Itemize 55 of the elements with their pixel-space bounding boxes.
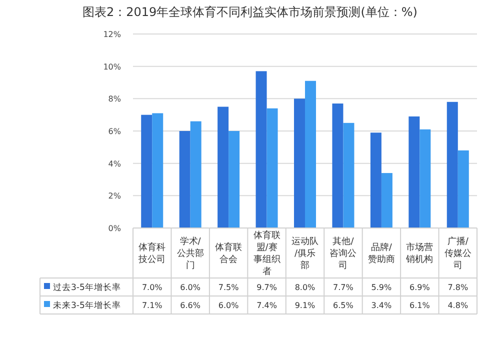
bar [218,106,229,228]
bar [446,102,458,228]
y-tick-label: 6% [108,127,122,136]
x-tick-label: 体育科技公司 [138,242,166,265]
x-tick-label: 广播/传媒公司 [444,236,472,271]
bar [294,98,305,228]
chart-title: 图表2：2019年全球体育不同利益实体市场前景预测(单位：%) [82,5,418,19]
bar [256,71,267,228]
y-tick-label: 12% [103,30,122,39]
legend-label: 过去3-5年增长率 [53,282,121,293]
bar [332,104,344,228]
data-label: 4.8% [448,301,468,310]
data-label: 9.1% [294,301,316,310]
x-tick-label: 市场营销机构 [405,242,434,265]
data-label: 5.9% [371,283,392,292]
bar [266,108,278,228]
y-tick-label: 0% [108,224,122,233]
y-tick-label: 4% [108,159,122,168]
x-tick-label: 品牌/赞助商 [368,242,395,265]
data-label: 6.9% [410,283,430,292]
data-label: 7.7% [333,283,354,292]
data-label: 3.4% [371,301,392,310]
x-tick-label: 体育联盟/赛事组织者 [253,230,280,277]
y-tick-label: 8% [108,94,122,104]
data-label: 7.8% [448,283,468,292]
data-label: 7.1% [142,301,163,310]
bar [152,113,164,228]
bar [228,131,240,228]
data-label: 6.0% [180,283,201,292]
data-label: 7.4% [256,301,278,310]
y-tick-label: 10% [103,62,122,72]
x-tick-label: 运动队/俱乐部 [292,236,318,271]
data-label: 7.5% [218,283,240,292]
x-tick-label: 学术/公共部门 [176,236,204,271]
data-label: 8.0% [294,283,316,292]
bar [381,173,392,228]
bar [420,129,431,228]
data-label: 6.1% [410,301,430,310]
x-tick-label: 体育联合会 [215,242,242,265]
bar [458,150,469,228]
legend-label: 未来3-5年增长率 [53,300,121,311]
bar [179,131,190,228]
bar [190,121,202,228]
bar [408,116,420,228]
y-tick-label: 2% [108,192,122,201]
data-label: 6.6% [180,301,201,310]
x-tick-label: 其他/咨询公司 [330,236,357,271]
data-label: 7.0% [142,283,163,292]
data-label: 6.0% [218,301,240,310]
bar [343,122,354,228]
bar [141,114,152,228]
bar [305,80,316,228]
data-label: 9.7% [256,283,278,292]
data-label: 6.5% [333,301,354,310]
bar [370,132,382,228]
